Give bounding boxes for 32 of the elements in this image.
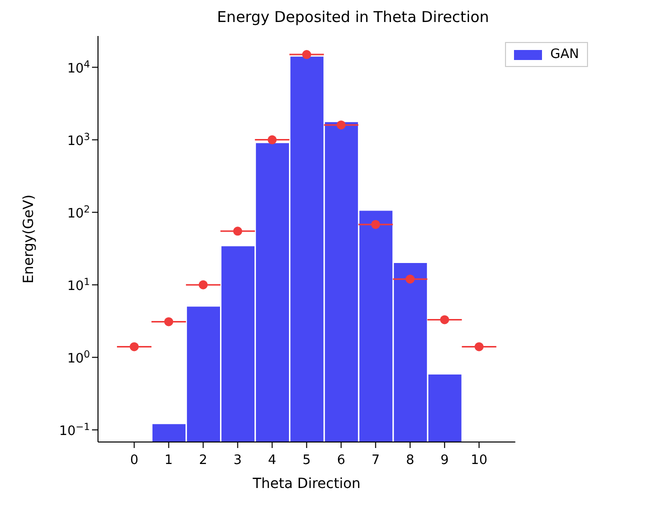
y-tick-label: 10$^{4}$ — [67, 58, 90, 76]
x-tick-label: 6 — [336, 453, 346, 468]
y-tick-label: 10$^{−1}$ — [59, 421, 90, 439]
legend-label: GAN — [550, 47, 579, 62]
point — [336, 120, 346, 130]
point — [164, 317, 174, 326]
chart-title: Energy Deposited in Theta Direction — [216, 8, 490, 28]
x-tick-label: 10 — [470, 453, 488, 468]
x-tick-label: 3 — [234, 453, 242, 468]
point — [302, 50, 312, 60]
y-tick-label: 10$^{0}$ — [67, 348, 90, 366]
point — [198, 280, 208, 290]
x-tick-label: 0 — [130, 453, 138, 468]
point — [371, 220, 380, 229]
x-tick-label: 9 — [440, 453, 449, 468]
point — [406, 274, 415, 284]
x-tick-label: 5 — [302, 453, 311, 468]
y-tick-label: 10$^{3}$ — [67, 131, 90, 149]
x-tick-label: 1 — [164, 453, 173, 468]
x-axis-title: Theta Direction — [252, 476, 361, 492]
x-tick-label: 8 — [406, 453, 414, 468]
point — [474, 342, 484, 352]
point — [440, 315, 450, 324]
x-tick-label: 2 — [199, 453, 208, 468]
y-tick-label: 10$^{1}$ — [67, 276, 90, 294]
y-tick-label: 10$^{2}$ — [67, 204, 90, 222]
x-tick-label: 4 — [268, 453, 276, 468]
point — [130, 342, 139, 352]
point — [268, 135, 277, 144]
point — [233, 226, 242, 236]
y-axis-title: Energy(GeV) — [20, 194, 37, 284]
x-tick-label: 7 — [371, 453, 380, 468]
